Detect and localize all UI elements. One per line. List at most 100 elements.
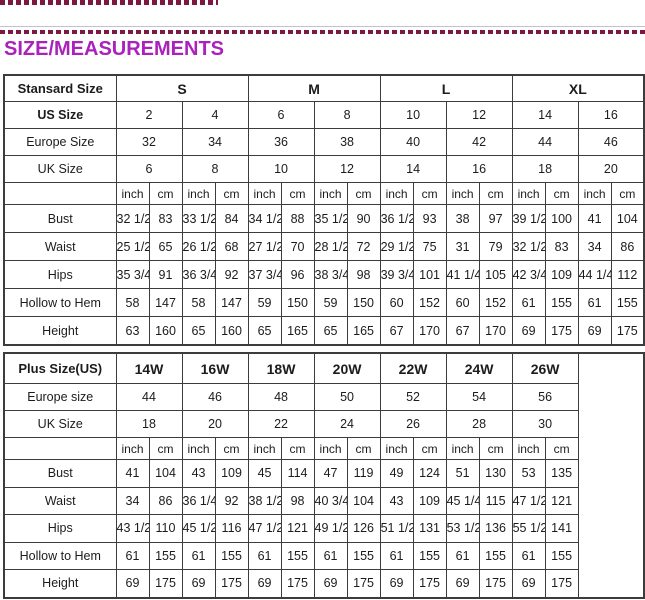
table-cell: 155 — [148, 541, 183, 570]
table-cell: 135 — [544, 459, 579, 488]
table-cell: 14 — [511, 101, 579, 129]
table-cell: 30 — [511, 410, 579, 438]
table-cell: 72 — [346, 232, 381, 261]
table-cell: 175 — [214, 569, 249, 598]
table-cell: 83 — [544, 232, 579, 261]
separator-thin-line — [0, 26, 645, 27]
table-cell: 93 — [412, 204, 447, 233]
table-cell: 10 — [247, 155, 315, 183]
table-cell: 175 — [346, 569, 381, 598]
table-cell: 36 3/4 — [181, 260, 216, 289]
table-cell: 42 3/4 — [511, 260, 546, 289]
table-cell: 65 — [181, 316, 216, 346]
table-cell: 109 — [214, 459, 249, 488]
table-cell: 69 — [511, 316, 546, 346]
table-cell: 150 — [346, 288, 381, 317]
table-cell: 31 — [445, 232, 480, 261]
table-cell: 175 — [544, 316, 579, 346]
unit-cell: inch — [511, 182, 546, 205]
table-cell: 67 — [445, 316, 480, 346]
empty-column-cell — [577, 352, 645, 598]
table-cell: 119 — [346, 459, 381, 488]
unit-row: inch cm inch cm inch cm inch cm inch cm inch cm inch… — [3, 182, 645, 205]
table-cell: 39 1/2 — [511, 204, 546, 233]
table-cell: 12 — [445, 101, 513, 129]
table-cell: 61 — [181, 541, 216, 570]
table-cell: 175 — [610, 316, 645, 346]
table-cell: 75 — [412, 232, 447, 261]
table-cell: 45 1/2 — [181, 514, 216, 543]
table-cell: 155 — [412, 541, 447, 570]
table-row: Waist 34 86 36 1/4 92 38 1/2 98 40 3/4 104 43 109 4… — [3, 486, 644, 515]
table-cell: 91 — [148, 260, 183, 289]
table-cell: 26 1/2 — [181, 232, 216, 261]
table-cell: 130 — [478, 459, 513, 488]
table-row: US Size 2 4 6 8 10 12 14 16 — [3, 101, 645, 129]
table-cell: 150 — [280, 288, 315, 317]
table-cell: 109 — [544, 260, 579, 289]
row-label: Hips — [3, 260, 117, 289]
table-cell: 38 — [445, 204, 480, 233]
table-cell: 175 — [280, 569, 315, 598]
table-cell: 100 — [544, 204, 579, 233]
table-cell: 155 — [214, 541, 249, 570]
table-cell: 60 — [379, 288, 414, 317]
table-cell: 104 — [346, 486, 381, 515]
clipped-dashes-top — [0, 0, 218, 5]
table-cell: 46 — [181, 383, 249, 411]
table-cell: 69 — [313, 569, 348, 598]
table-cell: 53 1/2 — [445, 514, 480, 543]
table-cell: 18 — [115, 410, 183, 438]
unit-cell: inch — [247, 182, 282, 205]
table-cell: 47 1/2 — [511, 486, 546, 515]
table-cell: 63 — [115, 316, 150, 346]
table-cell: 175 — [478, 569, 513, 598]
table-cell: 28 1/2 — [313, 232, 348, 261]
unit-cell: inch — [247, 437, 282, 460]
table-cell: 48 — [247, 383, 315, 411]
row-label: Bust — [3, 204, 117, 233]
table-cell: 70 — [280, 232, 315, 261]
table-cell: 41 — [577, 204, 612, 233]
row-label: Europe Size — [3, 128, 117, 156]
table-cell: 6 — [115, 155, 183, 183]
table-cell: 33 1/2 — [181, 204, 216, 233]
table-cell: 61 — [313, 541, 348, 570]
table-cell: 45 — [247, 459, 282, 488]
separator-dashed-line — [0, 30, 645, 34]
table-cell: 155 — [280, 541, 315, 570]
table-cell: 165 — [346, 316, 381, 346]
table-row: UK Size 18 20 22 24 26 28 30 — [3, 410, 644, 438]
unit-cell: cm — [148, 182, 183, 205]
unit-row: inch cm inch cm inch cm inch cm inch cm inch cm inch… — [3, 437, 644, 460]
table-cell: 152 — [412, 288, 447, 317]
table-cell: 114 — [280, 459, 315, 488]
row-label: UK Size — [3, 155, 117, 183]
size-group-header: 16W — [181, 352, 249, 384]
table-row: Europe Size 32 34 36 38 40 42 44 46 — [3, 128, 645, 156]
table-cell: 44 — [115, 383, 183, 411]
table-cell: 155 — [346, 541, 381, 570]
table-cell: 65 — [247, 316, 282, 346]
table-cell: 24 — [313, 410, 381, 438]
size-header-row: Stansard Size S M L XL — [3, 74, 645, 102]
table-cell: 8 — [313, 101, 381, 129]
table-cell: 121 — [280, 514, 315, 543]
table-cell: 79 — [478, 232, 513, 261]
unit-cell: inch — [181, 182, 216, 205]
table-cell: 69 — [247, 569, 282, 598]
table-cell: 34 1/2 — [247, 204, 282, 233]
row-label: US Size — [3, 101, 117, 129]
table-cell: 12 — [313, 155, 381, 183]
table-cell: 28 — [445, 410, 513, 438]
size-group-header: 22W — [379, 352, 447, 384]
table-cell: 92 — [214, 486, 249, 515]
unit-cell: inch — [511, 437, 546, 460]
table-cell: 175 — [148, 569, 183, 598]
row-label: Europe size — [3, 383, 117, 411]
row-label: Waist — [3, 232, 117, 261]
table-title-cell: Stansard Size — [3, 74, 117, 102]
table-row: Height 63 160 65 160 65 165 65 165 67 170 67 170 69 17… — [3, 316, 645, 346]
table-cell: 88 — [280, 204, 315, 233]
table-cell: 46 — [577, 128, 645, 156]
